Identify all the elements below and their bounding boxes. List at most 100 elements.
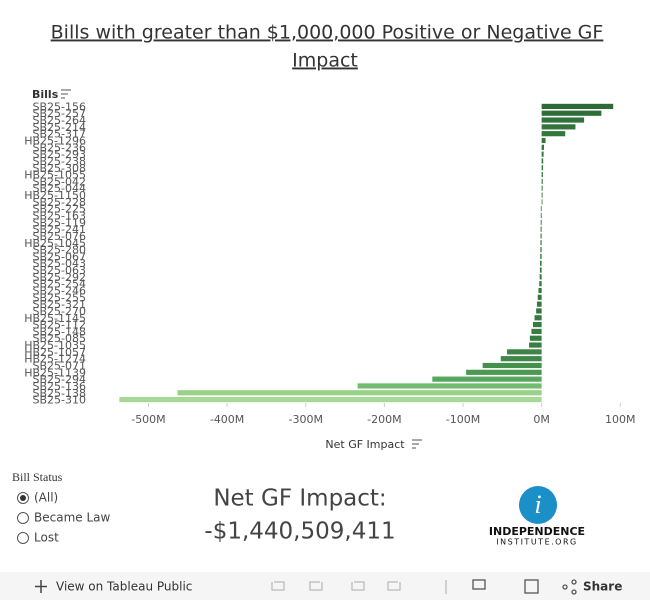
bar <box>541 151 544 157</box>
y-tick-label: SB25-257 <box>33 107 87 120</box>
bar <box>531 328 542 334</box>
bar <box>541 199 543 205</box>
y-tick-label: HB25-1057 <box>24 346 86 359</box>
y-tick-label: SB25-264 <box>33 114 87 127</box>
logo: i INDEPENDENCE INSTITUTE.ORG <box>489 486 585 547</box>
y-tick-label: SB25-214 <box>33 121 87 134</box>
y-tick-label: SB25-246 <box>33 285 87 298</box>
bar <box>536 301 542 307</box>
y-tick-label: SB25-042 <box>33 175 87 188</box>
x-tick-label: -200M <box>367 413 401 426</box>
bar <box>541 131 566 137</box>
y-tick-label: SB25-136 <box>33 380 87 393</box>
radio[interactable] <box>17 532 29 544</box>
y-tick-label: SB25-138 <box>33 387 87 400</box>
bar <box>540 240 542 246</box>
y-tick-label: SB25-310 <box>33 394 87 407</box>
bar <box>529 342 542 348</box>
bar <box>538 287 542 294</box>
y-tick-label: SB25-148 <box>33 325 87 338</box>
bar <box>540 233 542 239</box>
y-tick-label: HB25-1150 <box>24 189 86 202</box>
y-tick-label: SB25-163 <box>33 210 87 223</box>
bar <box>541 103 614 109</box>
y-tick-label: HB25-1296 <box>24 135 86 148</box>
title-line1: Bills with greater than $1,000,000 Posit… <box>51 22 604 44</box>
y-tick-label: SB25-292 <box>33 271 87 284</box>
y-tick-label: SB25-255 <box>33 291 87 304</box>
filter-option: Lost <box>34 531 59 545</box>
radio[interactable] <box>17 512 29 524</box>
y-tick-label: HB25-1139 <box>24 366 86 379</box>
filter-option: (All) <box>34 491 58 505</box>
y-tick-label: HB25-1045 <box>24 237 86 250</box>
bar <box>541 185 543 191</box>
radio-dot <box>20 495 26 501</box>
y-tick-label: SB25-270 <box>33 305 87 318</box>
y-tick-label: SB25-294 <box>33 373 87 386</box>
bar <box>537 294 542 300</box>
bar <box>539 274 542 280</box>
bar <box>177 390 542 396</box>
x-tick-label: -300M <box>288 413 322 426</box>
filter-option: Became Law <box>34 511 110 525</box>
tableau-icon <box>35 580 47 593</box>
toolbar <box>0 572 650 600</box>
bar <box>541 158 544 164</box>
bar <box>500 356 542 362</box>
summary-label: Net GF Impact: <box>213 486 386 512</box>
y-tick-label: SB25-085 <box>33 332 87 345</box>
y-tick-label: SB25-241 <box>33 223 87 236</box>
sort-icon[interactable] <box>412 439 422 449</box>
bar <box>539 281 542 287</box>
bar <box>541 124 576 130</box>
y-tick-label: SB25-236 <box>33 141 87 154</box>
bar <box>541 192 543 198</box>
y-tick-label: SB25-044 <box>33 182 87 195</box>
bar <box>507 349 542 355</box>
x-tick-label: 100M <box>605 413 636 426</box>
y-tick-label: SB25-076 <box>33 230 87 243</box>
y-tick-label: SB25-225 <box>33 203 87 216</box>
bar <box>539 267 542 273</box>
bar <box>540 253 542 259</box>
y-tick-label: SB25-238 <box>33 155 87 168</box>
bar <box>541 144 544 150</box>
logo-line2: INSTITUTE.ORG <box>496 538 577 547</box>
x-tick-label: -500M <box>131 413 165 426</box>
bar <box>119 397 542 403</box>
bar <box>432 376 542 382</box>
y-tick-label: SB25-112 <box>33 319 87 332</box>
bar <box>532 322 542 328</box>
y-tick-label: HB25-1145 <box>24 312 86 325</box>
bar <box>540 260 542 266</box>
bar <box>540 212 542 219</box>
bar <box>534 315 542 321</box>
bar <box>357 383 542 389</box>
summary-value: -$1,440,509,411 <box>204 519 395 545</box>
x-tick-label: -400M <box>210 413 244 426</box>
logo-line1: INDEPENDENCE <box>489 525 585 538</box>
y-tick-label: SB25-071 <box>33 360 87 373</box>
y-tick-label: SB25-280 <box>33 244 87 257</box>
y-tick-label: SB25-228 <box>33 196 87 209</box>
bar <box>541 110 602 116</box>
y-tick-label: HB25-1055 <box>24 169 86 182</box>
bar <box>541 165 544 171</box>
y-tick-label: SB25-067 <box>33 250 87 263</box>
y-tick-label: SB25-043 <box>33 257 87 270</box>
bar <box>540 206 542 212</box>
view-link[interactable]: View on Tableau Public <box>56 580 192 594</box>
y-tick-label: HB25-1274 <box>24 353 86 366</box>
x-tick-label: -100M <box>446 413 480 426</box>
bar <box>540 219 542 225</box>
filter-title: Bill Status <box>12 470 63 484</box>
bar <box>540 226 542 232</box>
y-tick-label: SB25-317 <box>33 128 87 141</box>
sort-icon[interactable] <box>61 89 71 99</box>
share-button[interactable]: Share <box>583 580 622 594</box>
y-tick-label: SB25-321 <box>33 298 87 311</box>
toolbar-icons <box>271 579 577 595</box>
y-tick-label: SB25-156 <box>33 100 87 113</box>
bar <box>541 117 585 123</box>
